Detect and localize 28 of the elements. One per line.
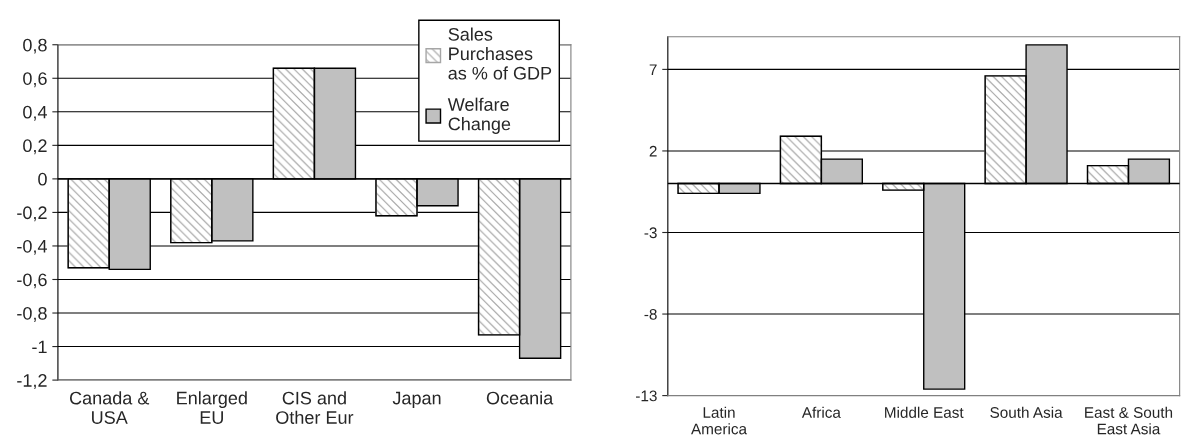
- x-tick-label: Latin America: [691, 406, 748, 435]
- y-tick-label: 0,8: [23, 38, 47, 54]
- y-tick-label: -13: [636, 390, 657, 402]
- x-tick-label: South Asia: [990, 406, 1063, 418]
- y-tick-label: -0,6: [17, 273, 47, 289]
- y-tick-label: -0,8: [17, 306, 47, 322]
- y-tick-label: -0,2: [17, 206, 47, 222]
- x-tick-label: East & South East Asia: [1085, 406, 1173, 435]
- y-tick-label: 2: [649, 145, 657, 157]
- legend-label: Welfare Change: [447, 97, 511, 134]
- y-tick-label: -3: [644, 227, 657, 239]
- x-tick-label: Africa: [801, 406, 841, 418]
- y-tick-label: 0,6: [23, 72, 47, 88]
- y-tick-label: 0,2: [23, 139, 47, 155]
- y-tick-label: 7: [649, 64, 657, 75]
- y-tick-label: -1: [32, 340, 47, 354]
- x-tick-label: Enlarged EU: [177, 391, 247, 424]
- x-tick-label: Middle East: [885, 406, 964, 418]
- y-tick-label: 0: [38, 172, 47, 186]
- x-tick-label: Japan: [392, 391, 441, 409]
- x-tick-label: Oceania: [486, 391, 554, 405]
- legend-label: Sales Purchases as % of GDP: [448, 27, 552, 80]
- y-tick-label: -0,4: [17, 239, 47, 255]
- y-tick-label: 0,4: [23, 105, 47, 121]
- y-tick-label: -1,2: [17, 374, 47, 389]
- x-tick-label: Canada & USA: [69, 391, 150, 424]
- x-tick-label: CIS and Other Eur: [276, 391, 354, 424]
- y-tick-label: -8: [644, 308, 657, 320]
